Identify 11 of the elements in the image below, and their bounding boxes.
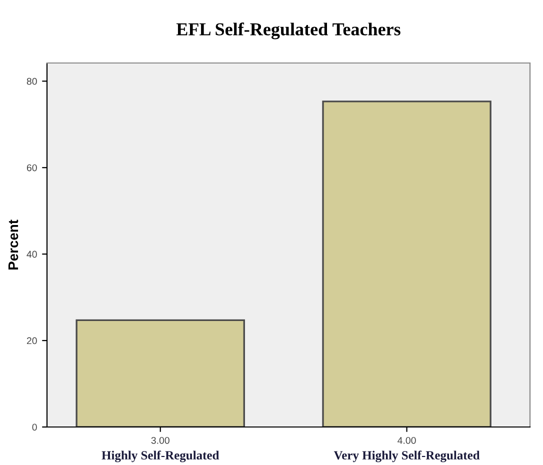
x-tick-label: 4.00: [398, 436, 416, 444]
y-tick-label: 0: [32, 424, 37, 431]
y-tick-label: 40: [26, 250, 37, 258]
text: Highly Self-Regulated: [102, 450, 220, 462]
y-tick-label: 60: [26, 164, 37, 172]
text: Very Highly Self-Regulated: [334, 450, 480, 462]
y-tick-label: 80: [26, 78, 37, 85]
y-tick-label: 20: [26, 337, 37, 344]
y-axis-title: Percent: [8, 220, 18, 270]
chart-title: EFL Self-Regulated Teachers: [176, 22, 400, 40]
x-tick-label: 3.00: [151, 436, 170, 444]
